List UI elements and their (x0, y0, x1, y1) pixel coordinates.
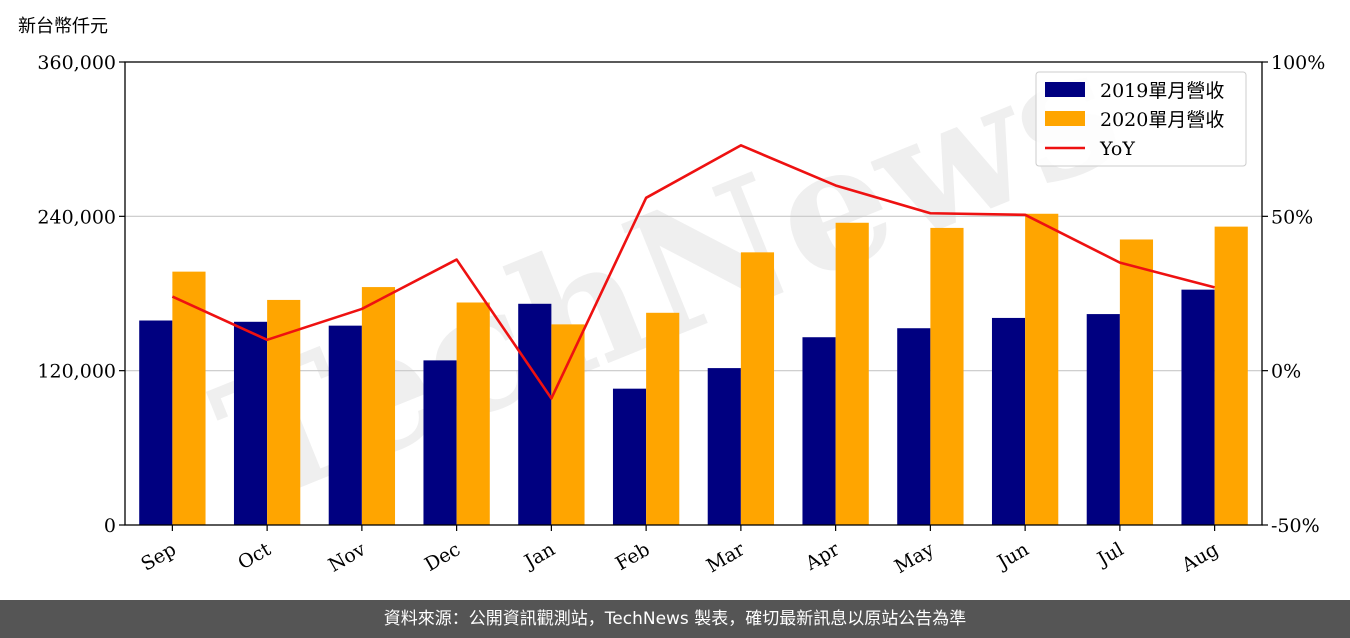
bar-2020-may (930, 227, 964, 526)
y2-tick-label-2: 50% (1271, 206, 1313, 228)
legend-swatch-2020 (1045, 111, 1085, 126)
bar-2019-may (897, 328, 931, 525)
yoy-line (171, 144, 1215, 400)
bar-2020-dec (456, 302, 490, 525)
revenue-chart: TechNews 0120,000240,000360,000-50%0%50%… (37, 5, 1325, 578)
source-footer: 資料來源：公開資訊觀測站，TechNews 製表，確切最新訊息以原站公告為準 (0, 600, 1350, 638)
bar-2020-jan (551, 324, 585, 525)
y-tick-label-1: 120,000 (37, 361, 116, 383)
x-tick-label-mar: Mar (703, 538, 749, 577)
bar-2019-feb (612, 388, 647, 525)
legend-swatch-2019 (1045, 82, 1085, 97)
bar-2020-mar (740, 252, 775, 525)
x-tick-label-jun: Jun (992, 538, 1033, 574)
x-tick-label-sep: Sep (137, 538, 180, 575)
bar-2020-nov (361, 287, 396, 525)
plot-frame (124, 61, 1263, 526)
bar-2020-feb (646, 312, 680, 525)
x-tick-label-apr: Apr (801, 538, 844, 575)
bars (139, 213, 1248, 526)
y-tick-label-2: 240,000 (37, 206, 116, 228)
bar-2019-aug (1181, 289, 1215, 525)
x-tick-label-dec: Dec (421, 538, 464, 576)
legend-box (1035, 71, 1247, 167)
bar-2019-jun (991, 317, 1026, 525)
y-tick-label-3: 360,000 (37, 52, 116, 74)
x-tick-label-jan: Jan (519, 538, 559, 574)
bar-2020-jul (1119, 239, 1154, 525)
bar-2020-sep (172, 271, 206, 525)
y2-tick-label-1: 0% (1271, 361, 1301, 383)
y-axis-unit-label: 新台幣仟元 (18, 16, 108, 37)
bar-2019-oct (233, 321, 268, 525)
legend-label-2019: 2019單月營收 (1100, 80, 1224, 102)
y-tick-label-0: 0 (104, 515, 116, 537)
legend-label-yoy: YoY (1099, 138, 1135, 160)
bar-2020-apr (835, 222, 869, 525)
bar-2019-apr (802, 337, 836, 525)
bar-2019-nov (328, 325, 362, 525)
legend: 2019單月營收 2020單月營收 YoY (1035, 71, 1247, 167)
x-tick-label-nov: Nov (325, 538, 370, 577)
x-tick-label-feb: Feb (612, 538, 654, 575)
x-tick-label-aug: Aug (1177, 538, 1222, 577)
bar-2019-jul (1086, 314, 1120, 525)
x-tick-label-jul: Jul (1092, 538, 1127, 571)
bar-2019-dec (423, 360, 457, 525)
yoy-line-layer (171, 144, 1215, 400)
y2-tick-label-0: -50% (1271, 515, 1320, 537)
x-tick-label-may: May (891, 538, 938, 578)
bar-2020-jun (1025, 213, 1059, 525)
bar-2020-aug (1214, 226, 1248, 525)
bar-2019-jan (518, 303, 552, 525)
grid-lines (125, 215, 1262, 372)
legend-label-2020: 2020單月營收 (1100, 109, 1224, 131)
y2-tick-label-3: 100% (1271, 52, 1325, 74)
bar-2019-sep (139, 320, 173, 525)
bar-2019-mar (707, 368, 741, 525)
